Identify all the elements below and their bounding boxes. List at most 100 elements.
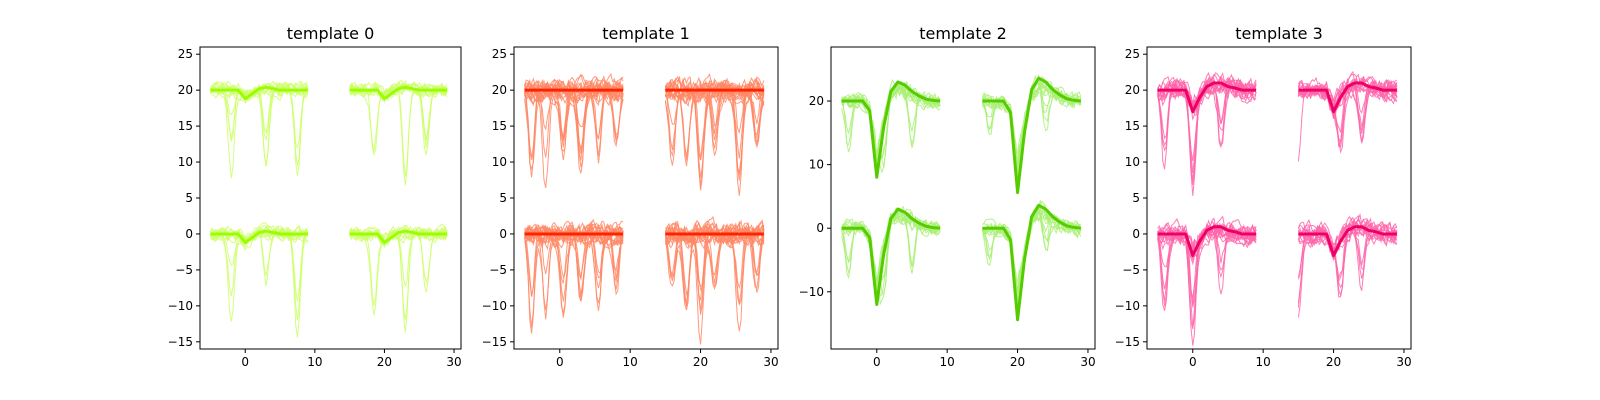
y-tick-label: 10 (492, 155, 507, 169)
x-tick-label: 10 (623, 355, 638, 369)
y-tick-label: −10 (1115, 299, 1140, 313)
plot-area (524, 72, 765, 345)
y-tick-label: −10 (482, 299, 507, 313)
y-tick-label: 0 (816, 221, 824, 235)
waveform-trace (349, 85, 448, 186)
x-tick-label: 0 (556, 355, 564, 369)
x-tick-label: 30 (446, 355, 461, 369)
mean-waveform (210, 85, 308, 101)
y-tick-label: 10 (809, 158, 824, 172)
y-tick-label: 20 (178, 83, 193, 97)
y-tick-label: 25 (178, 47, 193, 61)
y-tick-label: −5 (489, 263, 507, 277)
y-tick-label: 5 (1132, 191, 1140, 205)
y-tick-label: 15 (178, 119, 193, 133)
plot-area (1157, 70, 1398, 346)
y-tick-label: 0 (1132, 227, 1140, 241)
x-tick-label: 20 (1326, 355, 1341, 369)
mean-waveform (841, 80, 941, 179)
waveform-trace (524, 79, 624, 158)
waveform-trace (1297, 78, 1398, 142)
waveform-trace (841, 81, 941, 164)
x-tick-label: 20 (1010, 355, 1025, 369)
y-tick-label: 20 (1125, 83, 1140, 97)
y-tick-label: 15 (1125, 119, 1140, 133)
waveform-trace (209, 81, 309, 101)
mean-waveform (982, 76, 1081, 195)
y-tick-label: 20 (492, 83, 507, 97)
mean-waveform (1298, 225, 1397, 257)
y-tick-label: −15 (168, 335, 193, 349)
waveform-trace (1157, 75, 1257, 121)
waveform-trace (349, 225, 448, 242)
mean-waveform (841, 207, 941, 306)
mean-waveform (1298, 81, 1397, 114)
y-tick-label: 20 (809, 94, 824, 108)
x-tick-label: 20 (693, 355, 708, 369)
waveform-trace (209, 82, 309, 102)
mean-waveform (1157, 225, 1257, 257)
y-tick-label: 10 (178, 155, 193, 169)
waveform-trace (1157, 219, 1257, 266)
waveform-trace (982, 200, 1082, 291)
y-tick-label: 0 (499, 227, 507, 241)
waveform-trace (665, 77, 765, 191)
y-tick-label: 25 (1125, 47, 1140, 61)
waveform-trace (1297, 220, 1398, 283)
mean-waveform (210, 229, 308, 245)
x-tick-label: 10 (1256, 355, 1271, 369)
chart-panel-1: 0 10 20 30 −15 −10 −5 0 5 10 15 20 25 template 1 (482, 24, 779, 369)
y-tick-label: −10 (168, 299, 193, 313)
waveform-trace (209, 225, 309, 244)
waveform-trace (210, 83, 309, 166)
waveform-trace (841, 78, 941, 159)
y-tick-label: 0 (185, 227, 193, 241)
y-tick-label: −10 (799, 285, 824, 299)
plot-area (841, 73, 1082, 322)
waveform-trace (349, 85, 448, 177)
chart-title: template 2 (919, 24, 1007, 43)
x-tick-label: 0 (873, 355, 881, 369)
y-tick-label: 5 (499, 191, 507, 205)
chart-panel-2: 0 10 20 30 −10 0 10 20 template 2 (799, 24, 1096, 369)
mean-waveform (349, 85, 448, 101)
x-tick-label: 30 (763, 355, 778, 369)
y-tick-label: 5 (185, 191, 193, 205)
y-tick-label: −15 (1115, 335, 1140, 349)
x-tick-label: 30 (1396, 355, 1411, 369)
chart-title: template 3 (1235, 24, 1323, 43)
waveform-trace (664, 221, 765, 345)
chart-panel-0: 0 10 20 30 −15 −10 −5 0 5 10 15 20 25 template 0 (168, 24, 462, 369)
x-tick-label: 0 (241, 355, 249, 369)
waveform-trace (1157, 79, 1257, 148)
x-tick-label: 10 (307, 355, 322, 369)
waveform-trace (524, 223, 624, 241)
y-tick-label: 10 (1125, 155, 1140, 169)
chart-panel-3: 0 10 20 30 −15 −10 −5 0 5 10 15 20 25 template 3 (1115, 24, 1412, 369)
y-tick-label: 15 (492, 119, 507, 133)
y-tick-label: −15 (482, 335, 507, 349)
waveform-trace (841, 213, 941, 284)
y-tick-label: −5 (175, 263, 193, 277)
mean-waveform (349, 229, 448, 245)
waveform-trace (1157, 76, 1257, 115)
waveform-trace (349, 81, 448, 156)
waveform-trace (210, 226, 309, 302)
y-tick-label: 25 (492, 47, 507, 61)
x-tick-label: 30 (1080, 355, 1095, 369)
waveform-trace (1157, 225, 1257, 249)
x-tick-label: 0 (1189, 355, 1197, 369)
x-tick-label: 20 (377, 355, 392, 369)
x-tick-label: 10 (940, 355, 955, 369)
plot-area (209, 79, 448, 338)
y-tick-label: −5 (1122, 263, 1140, 277)
waveform-trace (349, 228, 448, 320)
chart-title: template 0 (287, 24, 375, 43)
waveform-trace (664, 224, 765, 311)
mean-waveform (1157, 81, 1257, 114)
chart-title: template 1 (602, 24, 690, 43)
mean-waveform (982, 203, 1082, 322)
axes-frame (830, 46, 1096, 350)
waveform-trace (524, 81, 624, 103)
